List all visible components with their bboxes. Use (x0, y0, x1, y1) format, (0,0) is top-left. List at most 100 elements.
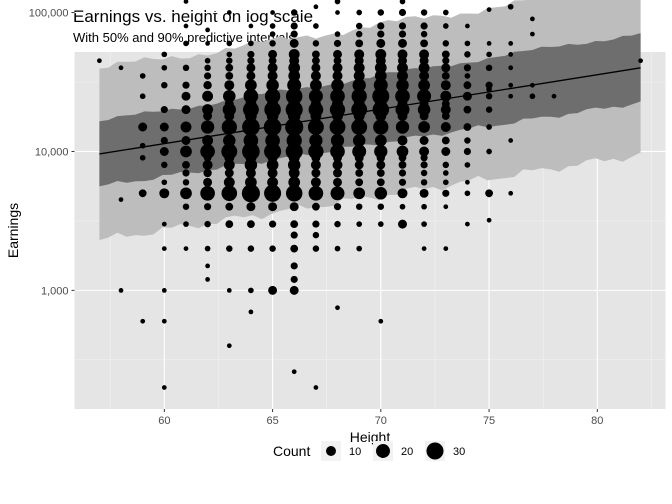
data-point (139, 142, 146, 149)
data-point (397, 49, 408, 60)
data-point (309, 133, 323, 148)
data-point (183, 246, 189, 251)
data-point (374, 187, 388, 200)
data-point (377, 203, 385, 210)
data-point (161, 51, 168, 58)
data-point (264, 184, 282, 202)
data-point (312, 231, 320, 239)
data-point (224, 80, 235, 91)
data-point (419, 111, 429, 121)
data-point (289, 38, 299, 48)
data-point (333, 177, 342, 187)
data-point (441, 112, 450, 120)
data-point (486, 124, 492, 130)
data-point (313, 385, 319, 390)
data-points (97, 0, 643, 390)
data-point (308, 185, 324, 201)
data-point (267, 70, 278, 81)
legend-label: 30 (453, 446, 465, 458)
data-point (221, 185, 238, 202)
data-point (376, 38, 386, 48)
data-point (310, 110, 322, 122)
data-point (244, 158, 258, 172)
data-point (221, 119, 237, 135)
data-point (312, 202, 320, 211)
data-point (351, 88, 367, 104)
data-point (333, 39, 342, 47)
data-point (181, 136, 191, 145)
data-point (374, 70, 387, 82)
data-point (329, 119, 346, 135)
data-point (374, 134, 387, 147)
data-point (464, 162, 471, 168)
data-point (529, 93, 536, 100)
data-point (204, 245, 211, 252)
data-point (374, 144, 388, 159)
data-point (288, 61, 301, 74)
data-point (225, 202, 234, 211)
data-point (333, 203, 342, 211)
data-point (138, 189, 147, 198)
data-point (442, 23, 449, 29)
data-point (180, 187, 192, 200)
data-point (465, 179, 470, 185)
data-point (226, 245, 233, 252)
data-point (160, 106, 168, 114)
data-point (397, 70, 408, 82)
data-point (203, 177, 213, 187)
data-point (486, 217, 492, 223)
data-point (440, 90, 452, 102)
legend-label: 10 (349, 446, 361, 458)
data-point (313, 4, 319, 10)
data-point (310, 177, 321, 188)
data-point (204, 203, 212, 211)
data-point (551, 93, 557, 99)
data-point (226, 343, 232, 349)
data-point (463, 147, 471, 156)
data-point (243, 88, 259, 104)
data-point (332, 70, 343, 81)
data-point (421, 203, 427, 210)
data-point (204, 220, 211, 228)
data-point (333, 153, 342, 163)
data-point (353, 187, 366, 200)
data-point (245, 168, 256, 178)
data-point (397, 135, 408, 146)
data-point (442, 57, 450, 65)
data-point (160, 136, 168, 145)
data-point (352, 134, 366, 147)
data-point (267, 168, 278, 178)
data-point (442, 189, 450, 197)
data-point (287, 78, 302, 93)
data-point (180, 121, 192, 133)
data-point (161, 288, 167, 293)
data-point (285, 185, 303, 202)
data-point (530, 16, 535, 22)
data-point (508, 190, 514, 196)
data-point (355, 22, 363, 30)
data-point (419, 136, 429, 145)
data-point (331, 78, 344, 92)
data-point (441, 147, 451, 156)
data-point (202, 159, 213, 170)
data-point (181, 105, 191, 115)
data-point (291, 369, 297, 375)
data-point (312, 50, 320, 59)
data-point (202, 135, 214, 146)
data-point (269, 31, 276, 37)
data-point (418, 62, 430, 74)
legend: Count 10 20 30 (273, 441, 465, 461)
data-point (288, 176, 301, 189)
y-tick-label: 1,000 (41, 285, 69, 297)
data-point (398, 219, 407, 229)
data-point (223, 89, 236, 103)
data-point (486, 41, 492, 46)
data-point (264, 88, 281, 104)
data-point (441, 63, 451, 73)
data-point (443, 246, 449, 251)
data-point (248, 309, 254, 315)
data-point (290, 9, 298, 16)
data-point (332, 110, 343, 122)
data-point (226, 10, 232, 15)
